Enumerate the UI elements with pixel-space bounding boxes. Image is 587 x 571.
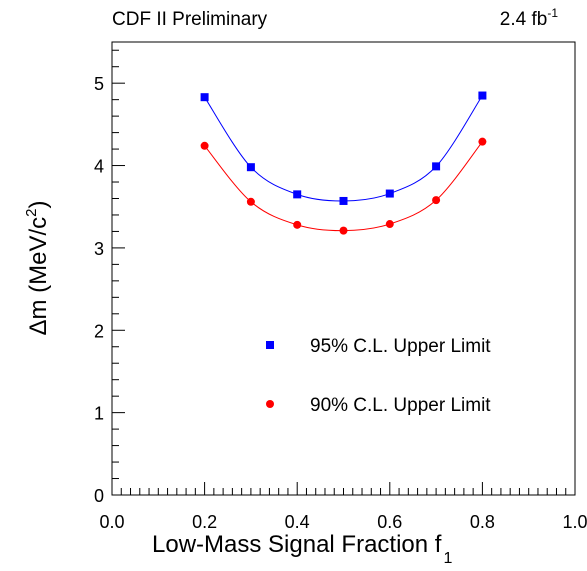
data-point-95cl [339,196,348,205]
x-tick-label: 0.0 [99,512,124,532]
legend-marker-95 [266,341,274,349]
axis-ticks [111,49,576,496]
data-point-95cl [293,190,302,199]
axis-tick-labels: 0.0 0.2 0.4 0.6 0.8 1.0 0 1 2 3 4 5 [94,74,587,532]
y-tick-label: 2 [94,321,104,341]
luminosity-label: 2.4 fb-1 [500,6,559,30]
legend-marker-90 [266,400,274,408]
y-tick-label: 4 [94,157,104,177]
data-point-90cl [478,137,487,146]
legend: 95% C.L. Upper Limit 90% C.L. Upper Limi… [266,336,491,416]
data-point-95cl [432,162,441,171]
data-point-90cl [339,226,348,235]
y-axis-label: Δm (MeV/c2) [23,200,52,335]
legend-label-95: 95% C.L. Upper Limit [310,336,491,357]
data-point-95cl [246,163,255,172]
x-tick-label: 0.6 [377,512,402,532]
series-layer [200,91,487,235]
plot-frame [111,41,576,496]
y-tick-label: 5 [94,74,104,94]
data-point-90cl [200,141,209,150]
x-tick-label: 0.2 [192,512,217,532]
x-tick-label: 0.4 [285,512,310,532]
y-tick-label: 3 [94,239,104,259]
data-point-90cl [293,220,302,229]
series-line-90cl [204,141,483,232]
data-point-95cl [478,91,487,100]
x-tick-label: 0.8 [470,512,495,532]
series-line-95cl [204,95,483,202]
experiment-label: CDF II Preliminary [112,9,268,30]
data-point-90cl [246,197,255,206]
y-tick-label: 1 [94,404,104,424]
data-point-95cl [385,189,394,198]
legend-label-90: 90% C.L. Upper Limit [310,395,491,416]
x-tick-label: 1.0 [562,512,587,532]
data-point-95cl [200,93,209,102]
x-axis-label: Low-Mass Signal Fraction f1 [152,531,452,567]
y-tick-label: 0 [94,486,104,506]
data-point-90cl [432,196,441,205]
data-point-90cl [385,220,394,229]
